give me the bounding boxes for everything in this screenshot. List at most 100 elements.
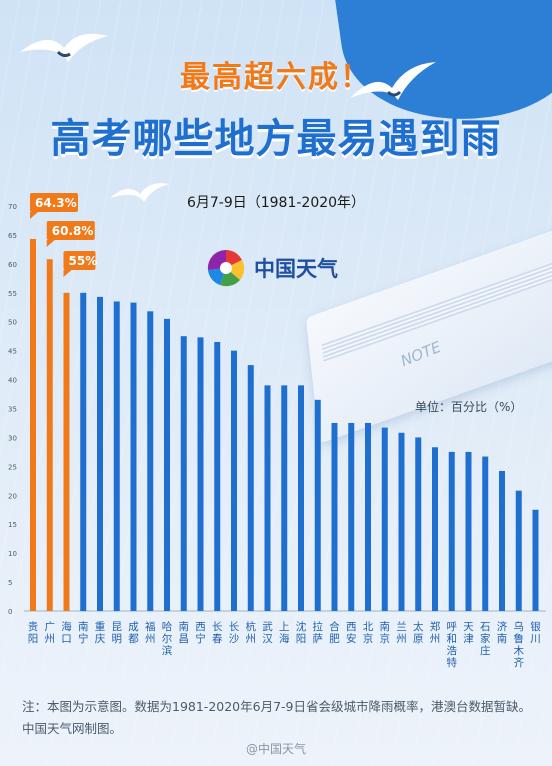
category-label: 南京 bbox=[380, 620, 391, 645]
category-label: 哈尔滨 bbox=[162, 620, 173, 657]
y-tick-label: 0 bbox=[8, 608, 12, 616]
category-label: 北京 bbox=[363, 621, 374, 645]
category-label: 昆明 bbox=[112, 621, 123, 645]
logo-text: 中国天气 bbox=[254, 257, 338, 281]
category-label: 贵阳 bbox=[28, 620, 39, 645]
bar bbox=[432, 447, 438, 611]
unit-label: 单位：百分比（%） bbox=[415, 400, 523, 414]
y-tick-label: 10 bbox=[8, 550, 17, 558]
bar bbox=[80, 292, 87, 611]
bar bbox=[532, 509, 539, 611]
value-callout-pointer bbox=[30, 212, 38, 219]
y-tick-label: 40 bbox=[8, 377, 17, 385]
bar bbox=[365, 422, 371, 611]
category-label: 天津 bbox=[463, 621, 474, 645]
category-label: 西宁 bbox=[195, 621, 206, 645]
y-tick-label: 70 bbox=[8, 203, 17, 211]
y-tick-label: 60 bbox=[8, 261, 17, 269]
bar bbox=[180, 336, 187, 611]
category-label: 福州 bbox=[145, 620, 156, 645]
category-label: 上海 bbox=[279, 621, 290, 645]
category-label: 南昌 bbox=[179, 620, 190, 645]
bar bbox=[281, 385, 288, 611]
y-tick-label: 5 bbox=[8, 579, 12, 587]
bar bbox=[231, 350, 237, 611]
page-title: 高考哪些地方最易遇到雨 bbox=[50, 116, 502, 162]
category-label: 重庆 bbox=[95, 620, 106, 645]
category-label: 长沙 bbox=[229, 621, 240, 645]
bar bbox=[348, 422, 355, 611]
bar bbox=[46, 259, 53, 611]
y-tick-label: 20 bbox=[8, 492, 17, 500]
bar bbox=[381, 427, 388, 611]
bar bbox=[63, 292, 70, 611]
value-callout-label: 55% bbox=[69, 254, 98, 268]
category-label: 银川 bbox=[530, 620, 541, 645]
pinwheel-logo-icon bbox=[207, 249, 245, 287]
bar bbox=[499, 470, 505, 611]
bar bbox=[214, 341, 221, 611]
category-label: 长春 bbox=[212, 621, 223, 645]
category-label: 郑州 bbox=[430, 620, 441, 645]
bar bbox=[331, 422, 338, 611]
y-tick-label: 65 bbox=[8, 232, 17, 240]
headline: 最高超六成！ bbox=[180, 60, 372, 95]
category-label: 石家庄 bbox=[480, 621, 491, 657]
watermark: @中国天气 bbox=[245, 742, 306, 756]
value-callout-label: 60.8% bbox=[52, 224, 94, 238]
bar bbox=[130, 302, 137, 611]
category-label: 乌鲁木齐 bbox=[514, 620, 525, 669]
category-label: 武汉 bbox=[262, 620, 273, 645]
bar bbox=[247, 365, 254, 611]
bar bbox=[298, 385, 304, 611]
bird-icon bbox=[350, 62, 436, 100]
bar bbox=[415, 437, 422, 611]
category-label: 合肥 bbox=[329, 620, 340, 645]
category-label: 呼和浩特 bbox=[447, 621, 458, 669]
y-tick-label: 55 bbox=[8, 290, 17, 298]
category-label: 西安 bbox=[346, 621, 357, 645]
category-label: 拉萨 bbox=[313, 620, 324, 645]
bar bbox=[97, 296, 103, 611]
bar bbox=[264, 385, 271, 611]
category-label: 兰州 bbox=[396, 620, 407, 645]
bar bbox=[197, 337, 204, 611]
y-tick-label: 35 bbox=[8, 406, 17, 414]
brand-logo: 中国天气 bbox=[206, 248, 338, 288]
category-label: 成都 bbox=[128, 621, 139, 645]
category-label: 杭州 bbox=[246, 620, 257, 645]
y-tick-label: 15 bbox=[8, 521, 17, 529]
bar bbox=[515, 490, 522, 611]
value-callout-label: 64.3% bbox=[35, 196, 77, 210]
bar bbox=[398, 432, 405, 611]
bar bbox=[448, 451, 455, 611]
bar bbox=[147, 311, 154, 611]
y-tick-label: 30 bbox=[8, 434, 17, 442]
y-tick-label: 25 bbox=[8, 463, 17, 471]
raindrop-decoration bbox=[408, 10, 422, 24]
subtitle: 6月7-9日（1981-2020年） bbox=[186, 195, 366, 211]
value-callout-box bbox=[30, 193, 78, 212]
value-callout-pointer bbox=[63, 270, 72, 277]
footnote: 注：本图为示意图。数据为1981-2020年6月7-9日省会级城市降雨概率，港澳… bbox=[22, 699, 532, 736]
y-tick-label: 50 bbox=[8, 319, 17, 327]
category-label: 南宁 bbox=[78, 620, 89, 645]
bar bbox=[465, 451, 472, 611]
category-label: 太原 bbox=[413, 620, 424, 645]
y-tick-label: 45 bbox=[8, 348, 17, 356]
bar bbox=[30, 238, 36, 611]
bar bbox=[164, 318, 170, 611]
value-callout-pointer bbox=[46, 240, 55, 247]
bar bbox=[482, 456, 489, 611]
bar bbox=[314, 399, 321, 611]
category-label: 沈阳 bbox=[296, 620, 307, 645]
value-callout-box bbox=[46, 221, 95, 240]
category-label: 广州 bbox=[45, 621, 56, 645]
value-callout-box bbox=[63, 251, 96, 270]
category-label: 海口 bbox=[61, 620, 72, 645]
bird-icon bbox=[110, 183, 170, 202]
category-label: 济南 bbox=[497, 620, 508, 645]
bird-icon bbox=[20, 33, 108, 62]
